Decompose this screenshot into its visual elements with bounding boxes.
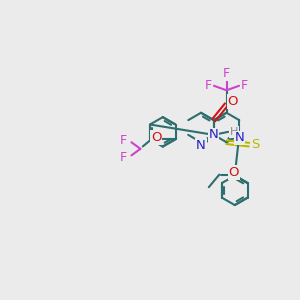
Text: O: O [228,95,238,108]
Text: F: F [120,134,127,147]
Text: O: O [151,131,162,144]
Text: N: N [234,131,244,144]
Text: F: F [241,79,248,92]
Text: O: O [229,166,239,179]
Text: F: F [223,67,230,80]
Text: F: F [205,79,212,92]
Text: S: S [251,138,260,151]
Text: H: H [230,127,238,137]
Text: F: F [120,151,127,164]
Text: N: N [209,128,219,141]
Text: N: N [196,139,206,152]
